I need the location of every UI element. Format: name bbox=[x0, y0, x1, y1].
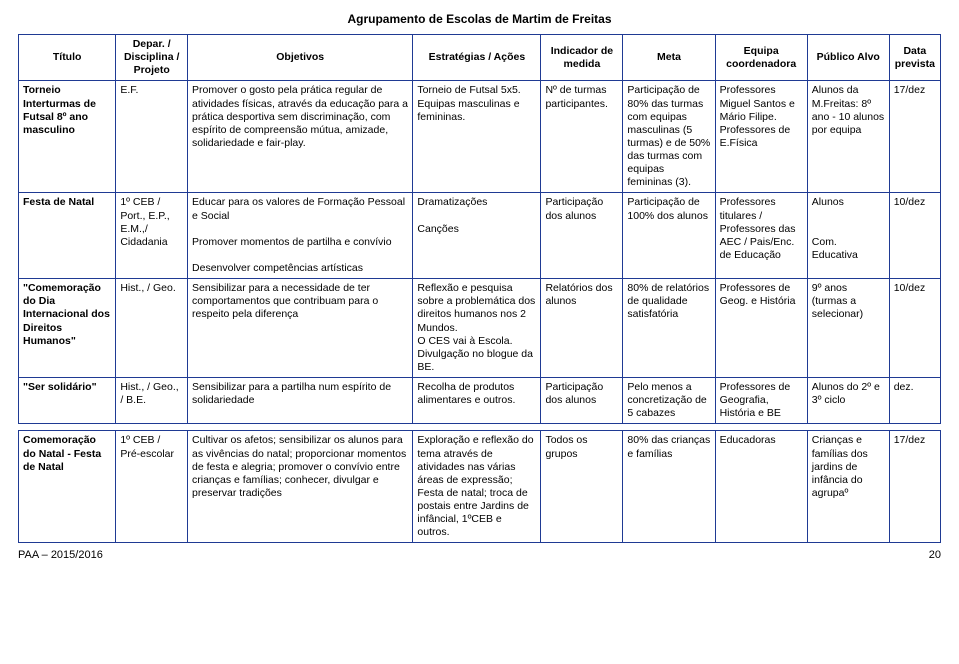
cell-estrategias: Recolha de produtos alimentares e outros… bbox=[413, 378, 541, 424]
table-row: "Ser solidário" Hist., / Geo., / B.E. Se… bbox=[19, 378, 941, 424]
activities-table: Título Depar. / Disciplina / Projeto Obj… bbox=[18, 34, 941, 424]
cell-depar: Hist., / Geo., / B.E. bbox=[116, 378, 188, 424]
cell-objetivos: Educar para os valores de Formação Pesso… bbox=[188, 193, 413, 279]
cell-estrategias: Reflexão e pesquisa sobre a problemática… bbox=[413, 279, 541, 378]
page-footer: PAA – 2015/2016 20 bbox=[18, 549, 941, 561]
cell-estrategias: Torneio de Futsal 5x5. Equipas masculina… bbox=[413, 81, 541, 193]
cell-objetivos: Sensibilizar para a partilha num espírit… bbox=[188, 378, 413, 424]
cell-indicador: Todos os grupos bbox=[541, 431, 623, 543]
table-header-row: Título Depar. / Disciplina / Projeto Obj… bbox=[19, 35, 941, 81]
cell-data: 17/dez bbox=[889, 431, 940, 543]
table-row: Festa de Natal 1º CEB / Port., E.P., E.M… bbox=[19, 193, 941, 279]
col-header-data: Data prevista bbox=[889, 35, 940, 81]
cell-indicador: Participação dos alunos bbox=[541, 193, 623, 279]
cell-data: 17/dez bbox=[889, 81, 940, 193]
cell-titulo: "Comemoração do Dia Internacional dos Di… bbox=[19, 279, 116, 378]
cell-publico: Alunos Com. Educativa bbox=[807, 193, 889, 279]
col-header-estrategias: Estratégias / Ações bbox=[413, 35, 541, 81]
col-header-equipa: Equipa coordenadora bbox=[715, 35, 807, 81]
col-header-indicador: Indicador de medida bbox=[541, 35, 623, 81]
cell-depar: Hist., / Geo. bbox=[116, 279, 188, 378]
cell-equipa: Educadoras bbox=[715, 431, 807, 543]
table-row: "Comemoração do Dia Internacional dos Di… bbox=[19, 279, 941, 378]
cell-depar: 1º CEB / Pré-escolar bbox=[116, 431, 188, 543]
cell-objetivos: Cultivar os afetos; sensibilizar os alun… bbox=[188, 431, 413, 543]
cell-depar: 1º CEB / Port., E.P., E.M.,/ Cidadania bbox=[116, 193, 188, 279]
cell-indicador: Relatórios dos alunos bbox=[541, 279, 623, 378]
activities-table-2: Comemoração do Natal - Festa de Natal 1º… bbox=[18, 430, 941, 543]
cell-equipa: Professores de Geografia, História e BE bbox=[715, 378, 807, 424]
cell-depar: E.F. bbox=[116, 81, 188, 193]
cell-estrategias: Exploração e reflexão do tema através de… bbox=[413, 431, 541, 543]
cell-meta: 80% de relatórios de qualidade satisfató… bbox=[623, 279, 715, 378]
col-header-titulo: Título bbox=[19, 35, 116, 81]
cell-estrategias: Dramatizações Canções bbox=[413, 193, 541, 279]
cell-data: 10/dez bbox=[889, 279, 940, 378]
cell-objetivos: Promover o gosto pela prática regular de… bbox=[188, 81, 413, 193]
cell-meta: Participação de 80% das turmas com equip… bbox=[623, 81, 715, 193]
col-header-meta: Meta bbox=[623, 35, 715, 81]
cell-meta: 80% das crianças e famílias bbox=[623, 431, 715, 543]
table-body: Torneio Interturmas de Futsal 8º ano mas… bbox=[19, 81, 941, 424]
col-header-depar: Depar. / Disciplina / Projeto bbox=[116, 35, 188, 81]
footer-left-text: PAA – 2015/2016 bbox=[18, 549, 103, 561]
cell-titulo: Comemoração do Natal - Festa de Natal bbox=[19, 431, 116, 543]
cell-equipa: Professores titulares / Professores das … bbox=[715, 193, 807, 279]
cell-publico: Alunos do 2º e 3º ciclo bbox=[807, 378, 889, 424]
page-header-title: Agrupamento de Escolas de Martim de Frei… bbox=[18, 12, 941, 26]
cell-meta: Pelo menos a concretização de 5 cabazes bbox=[623, 378, 715, 424]
cell-data: 10/dez bbox=[889, 193, 940, 279]
cell-titulo: "Ser solidário" bbox=[19, 378, 116, 424]
col-header-publico: Público Alvo bbox=[807, 35, 889, 81]
cell-titulo: Festa de Natal bbox=[19, 193, 116, 279]
cell-indicador: Participação dos alunos bbox=[541, 378, 623, 424]
cell-publico: Crianças e famílias dos jardins de infân… bbox=[807, 431, 889, 543]
table-row: Torneio Interturmas de Futsal 8º ano mas… bbox=[19, 81, 941, 193]
cell-publico: 9º anos (turmas a selecionar) bbox=[807, 279, 889, 378]
page-number: 20 bbox=[929, 549, 941, 561]
cell-objetivos: Sensibilizar para a necessidade de ter c… bbox=[188, 279, 413, 378]
cell-indicador: Nº de turmas participantes. bbox=[541, 81, 623, 193]
col-header-objetivos: Objetivos bbox=[188, 35, 413, 81]
cell-data: dez. bbox=[889, 378, 940, 424]
cell-publico: Alunos da M.Freitas: 8º ano - 10 alunos … bbox=[807, 81, 889, 193]
cell-meta: Participação de 100% dos alunos bbox=[623, 193, 715, 279]
table-row: Comemoração do Natal - Festa de Natal 1º… bbox=[19, 431, 941, 543]
cell-equipa: Professores Miguel Santos e Mário Filipe… bbox=[715, 81, 807, 193]
cell-equipa: Professores de Geog. e História bbox=[715, 279, 807, 378]
cell-titulo: Torneio Interturmas de Futsal 8º ano mas… bbox=[19, 81, 116, 193]
